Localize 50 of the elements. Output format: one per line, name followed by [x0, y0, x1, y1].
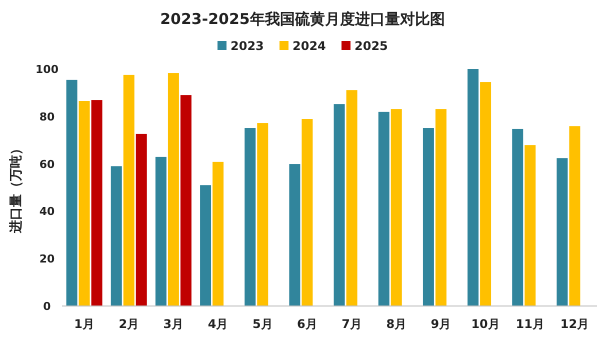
- bar: [200, 185, 212, 306]
- x-tick-label: 1月: [74, 317, 94, 331]
- y-axis-title: 进口量（万吨）: [9, 142, 24, 234]
- bar: [257, 123, 268, 306]
- bar: [468, 69, 479, 306]
- bar: [212, 162, 224, 306]
- x-tick-label: 7月: [342, 317, 362, 331]
- y-tick-label: 100: [36, 63, 59, 76]
- y-tick-label: 0: [43, 300, 52, 313]
- bar: [78, 100, 90, 306]
- bar: [378, 112, 390, 306]
- x-tick-label: 5月: [252, 317, 273, 331]
- x-tick-label: 4月: [208, 317, 228, 331]
- x-tick-label: 11月: [516, 317, 544, 331]
- legend-label: 2023: [230, 39, 264, 53]
- x-tick-label: 10月: [471, 317, 500, 331]
- bar: [302, 119, 313, 306]
- legend-label: 2025: [354, 39, 388, 53]
- y-tick-label: 40: [39, 205, 55, 218]
- bar: [346, 90, 358, 306]
- bar: [244, 128, 256, 306]
- x-tick-label: 3月: [163, 317, 184, 331]
- y-tick-label: 80: [39, 110, 55, 124]
- bar: [110, 166, 122, 306]
- y-tick-label: 60: [39, 158, 55, 171]
- bar: [334, 104, 345, 306]
- bar: [390, 109, 402, 306]
- bar: [180, 95, 192, 306]
- x-tick-label: 8月: [386, 317, 407, 331]
- bar: [155, 156, 166, 306]
- bar: [422, 128, 434, 306]
- bar: [91, 100, 102, 306]
- bar: [480, 82, 492, 306]
- bar: [123, 74, 134, 306]
- chart-title: 2023-2025年我国硫黄月度进口量对比图: [160, 10, 445, 28]
- bar: [524, 145, 536, 306]
- bar: [289, 164, 300, 306]
- x-tick-label: 2月: [118, 317, 140, 331]
- bar: [66, 80, 78, 306]
- x-tick-label: 12月: [560, 317, 590, 331]
- bar: [136, 134, 147, 306]
- legend-label: 2024: [292, 39, 326, 53]
- bar: [435, 109, 446, 306]
- bar: [569, 126, 580, 306]
- x-tick-label: 6月: [297, 317, 318, 331]
- bar: [556, 158, 568, 306]
- x-tick-label: 9月: [430, 317, 452, 331]
- bar: [168, 73, 179, 306]
- bar: [512, 128, 524, 306]
- y-tick-label: 20: [39, 252, 55, 266]
